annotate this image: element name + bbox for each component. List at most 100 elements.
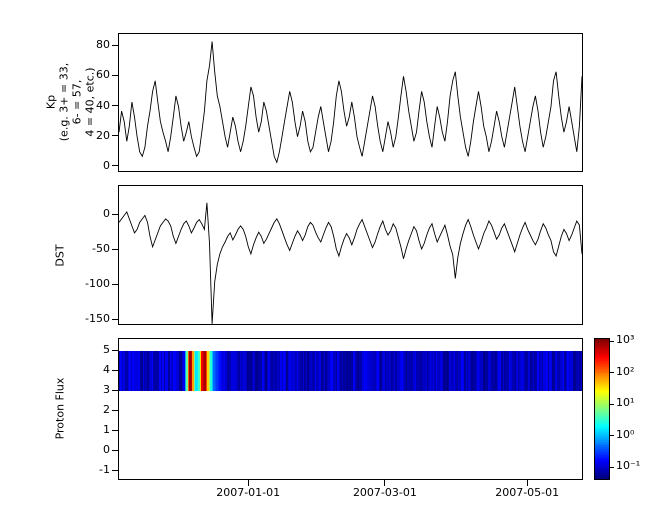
y-tick-mark	[112, 213, 118, 215]
heatmap-column	[350, 351, 353, 391]
colorbar-strip	[595, 366, 609, 370]
heatmap-column	[417, 351, 420, 391]
heatmap-column	[502, 351, 505, 391]
heatmap-column	[228, 351, 230, 391]
heatmap-column	[543, 351, 546, 391]
heatmap-column	[475, 351, 478, 391]
heatmap-column	[132, 351, 135, 391]
heatmap-column	[395, 351, 398, 391]
heatmap-column	[320, 351, 323, 391]
heatmap-column	[437, 351, 440, 391]
colorbar-strip	[595, 439, 609, 443]
colorbar-strip	[595, 435, 609, 439]
heatmap-column	[493, 351, 496, 391]
heatmap-column	[184, 351, 187, 391]
colorbar-strip	[595, 408, 609, 411]
heatmap-column	[150, 351, 153, 391]
heatmap-column	[354, 351, 357, 391]
heatmap-column	[462, 351, 465, 391]
heatmap-column	[377, 351, 380, 391]
heatmap-column	[163, 351, 166, 391]
heatmap-column	[148, 351, 151, 391]
heatmap-column	[531, 351, 534, 391]
heatmap-column	[490, 351, 493, 391]
colorbar-strip	[595, 368, 609, 372]
y-tick-mark	[112, 409, 118, 411]
y-tick-label: -100	[85, 277, 110, 291]
colorbar-strip	[595, 360, 609, 364]
heatmap-column	[356, 351, 359, 391]
heatmap-column	[204, 351, 207, 391]
heatmap-column	[386, 351, 389, 391]
colorbar-strip	[595, 384, 609, 387]
heatmap-column	[195, 351, 198, 391]
colorbar-strip	[595, 469, 609, 472]
heatmap-column	[464, 351, 466, 391]
heatmap-column	[259, 351, 262, 391]
heatmap-column	[380, 351, 383, 391]
y-tick-label: 4	[103, 363, 110, 376]
kp-panel	[118, 33, 583, 172]
colorbar-strip	[595, 404, 609, 407]
colorbar-strip	[595, 386, 609, 389]
y-tick-label: 1	[103, 423, 110, 436]
y-tick-mark	[112, 369, 118, 371]
heatmap-column	[540, 351, 543, 391]
heatmap-column	[413, 351, 416, 391]
colorbar-strip	[595, 429, 609, 433]
x-tick-mark	[384, 480, 386, 486]
heatmap-column	[474, 351, 477, 391]
colorbar-strip	[595, 370, 609, 374]
colorbar-tick-mark	[610, 372, 614, 374]
heatmap-column	[244, 351, 247, 391]
heatmap-column	[511, 351, 514, 391]
heatmap-column	[147, 351, 150, 391]
colorbar-strip	[595, 455, 609, 458]
heatmap-column	[399, 351, 402, 391]
heatmap-column	[371, 351, 374, 391]
colorbar-strip	[595, 398, 609, 401]
colorbar-strip	[595, 453, 609, 456]
heatmap-column	[196, 351, 199, 391]
colorbar-strip	[595, 378, 609, 381]
heatmap-column	[432, 351, 435, 391]
heatmap-column	[178, 351, 181, 391]
y-tick-mark	[112, 105, 118, 107]
colorbar-tick-mark	[610, 466, 614, 468]
y-tick-label: -1	[99, 463, 110, 476]
x-tick-mark	[247, 480, 249, 486]
colorbar-strip	[595, 340, 609, 344]
y-tick-label: 0	[103, 207, 110, 221]
y-tick-mark	[112, 349, 118, 351]
heatmap-column	[340, 351, 343, 391]
heatmap-column	[201, 351, 204, 391]
heatmap-column	[241, 351, 244, 391]
heatmap-column	[214, 351, 217, 391]
y-tick-label: 0	[103, 158, 110, 172]
heatmap-column	[501, 351, 504, 391]
colorbar-strip	[595, 348, 609, 352]
heatmap-column	[477, 351, 480, 391]
colorbar-strip	[595, 473, 609, 476]
colorbar-tick-label: 10²	[616, 364, 635, 378]
heatmap-column	[407, 351, 410, 391]
heatmap-column	[220, 351, 223, 391]
heatmap-column	[443, 351, 446, 391]
heatmap-column	[210, 351, 213, 391]
heatmap-column	[133, 351, 136, 391]
heatmap-column	[346, 351, 348, 391]
heatmap-column	[172, 351, 175, 391]
heatmap-column	[274, 351, 277, 391]
heatmap-column	[193, 351, 196, 391]
y-tick-label: -50	[92, 242, 110, 256]
colorbar-strip	[595, 459, 609, 462]
heatmap-column	[234, 351, 236, 391]
dst-plot	[119, 202, 582, 324]
colorbar-strip	[595, 400, 609, 403]
colorbar-tick-label: 10⁰	[616, 427, 635, 441]
colorbar-strip	[595, 471, 609, 474]
heatmap-column	[416, 351, 419, 391]
colorbar-strip	[595, 467, 609, 470]
heatmap-column	[565, 351, 568, 391]
heatmap-column	[305, 351, 308, 391]
